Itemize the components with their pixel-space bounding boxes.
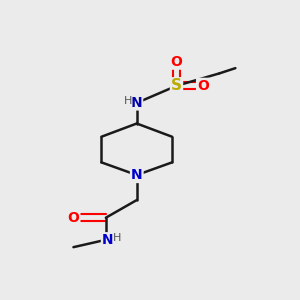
Text: N: N: [131, 96, 142, 110]
Text: O: O: [171, 55, 182, 69]
Text: N: N: [101, 233, 113, 247]
Text: H: H: [113, 233, 121, 243]
Text: O: O: [197, 79, 209, 93]
Text: O: O: [68, 211, 80, 225]
Text: N: N: [131, 168, 142, 182]
Text: H: H: [124, 96, 132, 106]
Text: S: S: [171, 78, 182, 93]
